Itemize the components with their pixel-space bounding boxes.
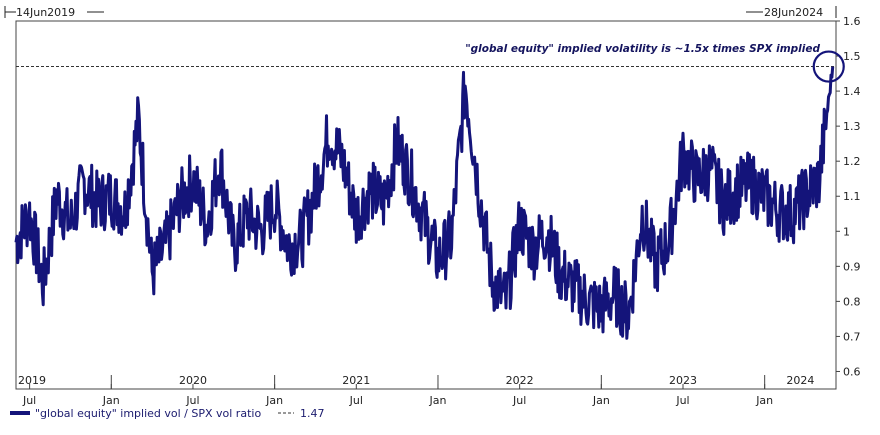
- x-month-label: Jul: [185, 394, 199, 407]
- y-tick-label: 1.5: [843, 50, 861, 63]
- y-tick-label: 0.7: [843, 330, 861, 343]
- x-month-label: Jul: [512, 394, 526, 407]
- x-month-label: Jan: [265, 394, 283, 407]
- y-tick-label: 1.1: [843, 190, 861, 203]
- x-year-label: 2020: [179, 374, 207, 387]
- highlight-circle: [812, 50, 845, 83]
- y-tick-label: 1.3: [843, 120, 861, 133]
- x-year-label: 2021: [342, 374, 370, 387]
- legend-series-label: "global equity" implied vol / SPX vol ra…: [35, 407, 261, 420]
- annotation-text: "global equity" implied volatility is ~1…: [465, 43, 820, 55]
- x-axis: Jul Jan Jul Jan Jul Jan Jul Jan Jul Jan 2019 2020 20…: [18, 374, 814, 407]
- x-month-label: Jan: [102, 394, 120, 407]
- series-line: [14, 66, 835, 340]
- x-year-label: 2022: [506, 374, 534, 387]
- y-axis: 0.6 0.7 0.8 0.9 1 1.1 1.2 1.3 1.4 1.5 1.6: [836, 15, 861, 378]
- plot-frame: [15, 20, 837, 390]
- x-month-label: Jul: [675, 394, 689, 407]
- x-month-label: Jan: [592, 394, 610, 407]
- series-group: [14, 66, 835, 340]
- y-tick-label: 0.9: [843, 260, 861, 273]
- y-tick-label: 0.8: [843, 295, 861, 308]
- y-tick-label: 1.4: [843, 85, 861, 98]
- x-year-label: 2023: [669, 374, 697, 387]
- x-year-label: 2019: [18, 374, 46, 387]
- start-date-label: 14Jun2019: [16, 6, 75, 19]
- y-tick-label: 1.6: [843, 15, 861, 28]
- x-month-label: Jan: [755, 394, 773, 407]
- x-month-label: Jul: [22, 394, 36, 407]
- y-tick-label: 1.2: [843, 155, 861, 168]
- y-tick-label: 1: [843, 225, 850, 238]
- x-month-label: Jul: [349, 394, 363, 407]
- legend: "global equity" implied vol / SPX vol ra…: [10, 407, 325, 420]
- y-tick-label: 0.6: [843, 365, 861, 378]
- x-month-label: Jan: [428, 394, 446, 407]
- end-date-label: 28Jun2024: [764, 6, 823, 19]
- legend-ref-label: 1.47: [300, 407, 325, 420]
- x-year-label: 2024: [786, 374, 814, 387]
